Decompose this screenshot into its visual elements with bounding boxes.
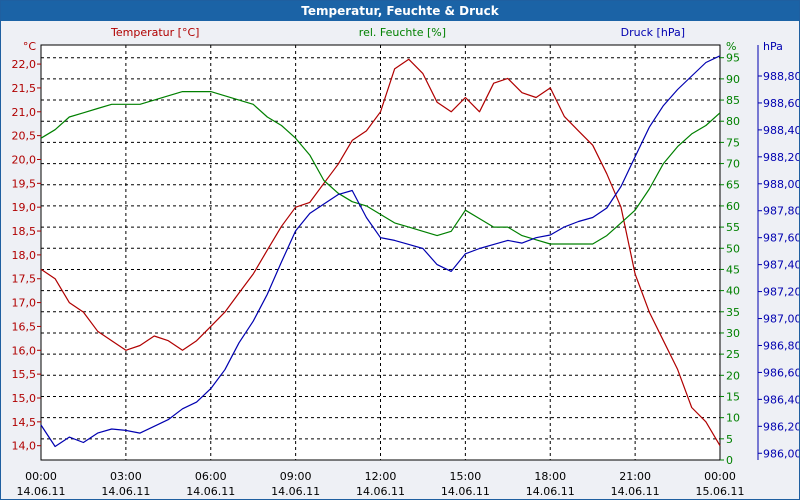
pressure-tick-label: 986,00: [763, 447, 799, 460]
temperature-tick-label: 16,5: [12, 320, 37, 333]
pressure-tick-label: 986,20: [763, 420, 799, 433]
temperature-tick-label: 15,5: [12, 368, 37, 381]
temperature-tick-label: 15,0: [12, 392, 37, 405]
humidity-tick-label: 95: [726, 52, 740, 65]
humidity-tick-label: 55: [726, 221, 740, 234]
pressure-axis-label: Druck [hPa]: [621, 26, 685, 39]
humidity-tick-label: 60: [726, 200, 740, 213]
pressure-tick-label: 988,20: [763, 151, 799, 164]
humidity-tick-label: 65: [726, 179, 740, 192]
temperature-tick-label: 20,0: [12, 153, 37, 166]
x-tick-date: 14.06.11: [271, 485, 320, 498]
temperature-tick-label: 16,0: [12, 344, 37, 357]
temperature-tick-label: 20,5: [12, 130, 37, 143]
pressure-tick-label: 988,60: [763, 97, 799, 110]
pressure-tick-label: 988,00: [763, 178, 799, 191]
temperature-tick-label: 14,5: [12, 416, 37, 429]
humidity-tick-label: 15: [726, 390, 740, 403]
humidity-tick-label: 85: [726, 94, 740, 107]
x-tick-time: 18:00: [534, 470, 566, 483]
x-tick-time: 06:00: [195, 470, 227, 483]
pressure-tick-label: 987,40: [763, 259, 799, 272]
x-tick-time: 12:00: [365, 470, 397, 483]
pressure-tick-label: 987,80: [763, 205, 799, 218]
x-tick-date: 15.06.11: [696, 485, 745, 498]
pressure-tick-label: 988,80: [763, 70, 799, 83]
humidity-tick-label: 40: [726, 285, 740, 298]
humidity-tick-label: 75: [726, 136, 740, 149]
humidity-tick-label: 70: [726, 158, 740, 171]
humidity-tick-label: 20: [726, 369, 740, 382]
temperature-unit: °C: [23, 40, 37, 53]
x-tick-time: 15:00: [450, 470, 482, 483]
x-tick-date: 14.06.11: [101, 485, 150, 498]
humidity-tick-label: 10: [726, 412, 740, 425]
pressure-tick-label: 987,20: [763, 286, 799, 299]
x-tick-date: 14.06.11: [526, 485, 575, 498]
humidity-tick-label: 30: [726, 327, 740, 340]
pressure-tick-label: 986,80: [763, 339, 799, 352]
humidity-tick-label: 5: [726, 433, 733, 446]
x-tick-date: 14.06.11: [17, 485, 66, 498]
humidity-tick-label: 0: [726, 454, 733, 467]
humidity-series-line: [40, 90, 721, 245]
pressure-series-line: [40, 55, 721, 448]
pressure-tick-label: 986,40: [763, 393, 799, 406]
humidity-tick-label: 25: [726, 348, 740, 361]
temperature-tick-label: 21,5: [12, 82, 37, 95]
temperature-axis-label: Temperatur [°C]: [110, 26, 199, 39]
temperature-series-line: [40, 58, 721, 447]
x-tick-time: 00:00: [25, 470, 57, 483]
pressure-unit: hPa: [763, 40, 783, 53]
pressure-tick-label: 986,60: [763, 366, 799, 379]
temperature-tick-label: 19,5: [12, 177, 37, 190]
chart-title: Temperatur, Feuchte & Druck: [1, 1, 799, 21]
pressure-tick-label: 988,40: [763, 124, 799, 137]
humidity-tick-label: 90: [726, 73, 740, 86]
temperature-tick-label: 22,0: [12, 58, 37, 71]
x-tick-time: 00:00: [704, 470, 736, 483]
x-tick-time: 09:00: [280, 470, 312, 483]
x-tick-time: 21:00: [619, 470, 651, 483]
temperature-tick-label: 21,0: [12, 106, 37, 119]
temperature-tick-label: 17,5: [12, 273, 37, 286]
humidity-tick-label: 50: [726, 242, 740, 255]
humidity-unit: %: [726, 40, 736, 53]
temperature-tick-label: 14,0: [12, 440, 37, 453]
temperature-tick-label: 17,0: [12, 297, 37, 310]
pressure-tick-label: 987,60: [763, 232, 799, 245]
x-tick-date: 14.06.11: [356, 485, 405, 498]
temperature-tick-label: 18,0: [12, 249, 37, 262]
x-tick-date: 14.06.11: [441, 485, 490, 498]
x-tick-time: 03:00: [110, 470, 142, 483]
pressure-tick-label: 987,00: [763, 313, 799, 326]
x-tick-date: 14.06.11: [611, 485, 660, 498]
x-tick-date: 14.06.11: [186, 485, 235, 498]
humidity-axis-label: rel. Feuchte [%]: [359, 26, 446, 39]
humidity-tick-label: 35: [726, 306, 740, 319]
humidity-tick-label: 45: [726, 263, 740, 276]
plot-area: [40, 44, 721, 461]
temperature-tick-label: 19,0: [12, 201, 37, 214]
temperature-tick-label: 18,5: [12, 225, 37, 238]
humidity-tick-label: 80: [726, 115, 740, 128]
